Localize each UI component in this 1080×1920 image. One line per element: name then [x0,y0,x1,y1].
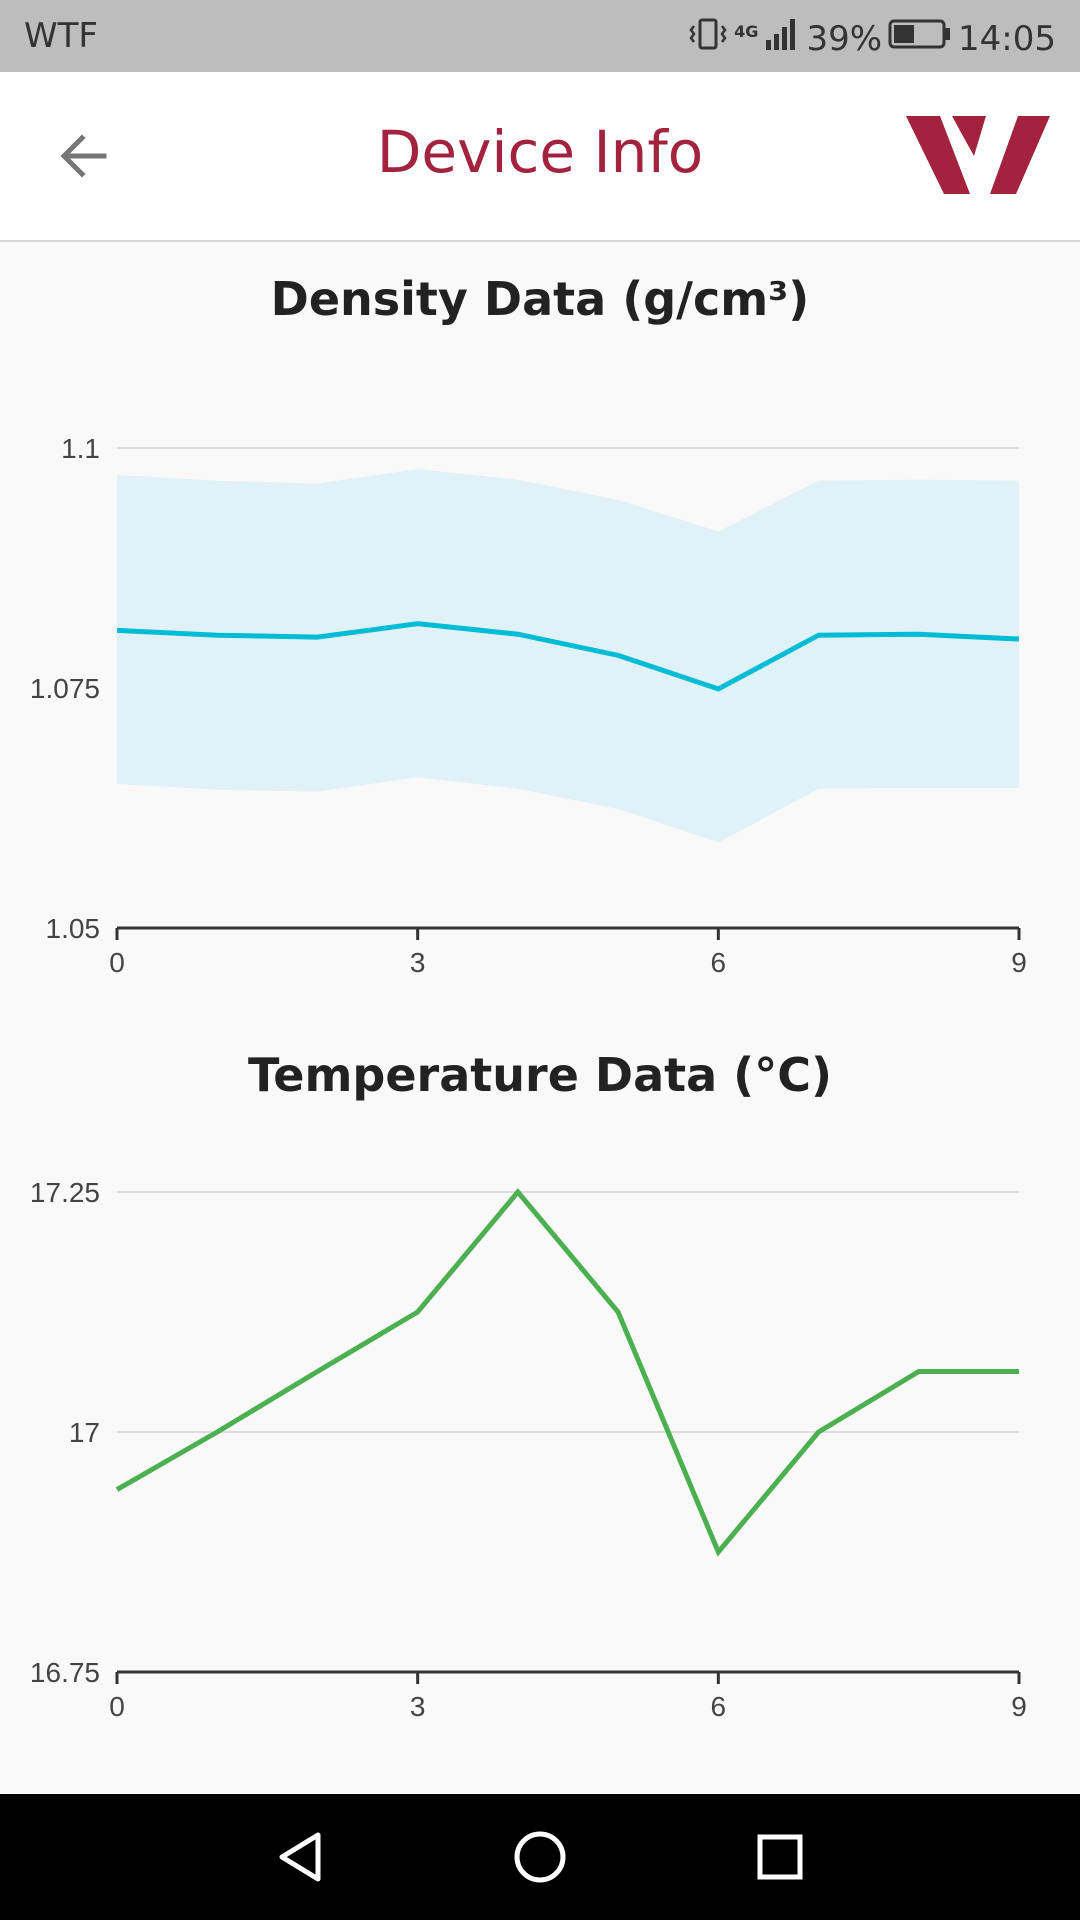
nav-home-button[interactable] [490,1807,590,1907]
temperature-y-tick-label: 17.25 [30,1177,100,1208]
temperature-y-tick-label: 16.75 [30,1657,100,1688]
back-button[interactable] [44,116,124,196]
square-recents-icon [757,1834,803,1880]
nav-recents-button[interactable] [730,1807,830,1907]
density-x-tick-label: 9 [1011,947,1027,978]
app-bar: Device Info [0,72,1080,242]
temperature-x-tick-label: 6 [711,1691,727,1722]
nav-back-button[interactable] [250,1807,350,1907]
triangle-back-icon [279,1832,321,1882]
temperature-series-line [115,1188,1019,1557]
density-y-tick-label: 1.075 [30,673,100,704]
temperature-x-tick-label: 9 [1011,1691,1027,1722]
status-bar: WTF 4G 39% 14:05 [0,0,1080,72]
battery-percent: 39% [806,18,883,59]
signal-icon [764,16,800,61]
carrier-name: WTF [24,16,98,56]
system-nav-bar [0,1794,1080,1920]
company-logo [906,116,1050,196]
status-icons: 4G 39% 14:05 [682,14,1056,63]
network-type-label: 4G [734,22,759,41]
arrow-left-icon [60,134,107,178]
circle-home-icon [514,1831,566,1883]
density-x-tick-label: 0 [109,947,125,978]
density-chart-title: Density Data (g/cm³) [270,272,810,326]
temperature-y-tick-label: 17 [69,1417,100,1448]
density-range-band [117,469,1019,843]
temperature-chart-title: Temperature Data (°C) [248,1048,832,1102]
battery-icon [888,17,952,60]
temperature-x-tick-label: 3 [410,1691,426,1722]
temperature-chart: 16.75 17 17.25 0 3 6 9 [30,1177,1027,1722]
density-y-tick-label: 1.05 [46,913,101,944]
temperature-x-tick-label: 0 [109,1691,125,1722]
density-chart: 1.05 1.075 1.1 0 3 6 9 [30,433,1027,978]
page-title: Device Info [376,118,704,186]
density-series-line [116,621,1020,692]
density-x-tick-label: 6 [711,947,727,978]
vibrate-icon [688,14,728,63]
density-y-tick-label: 1.1 [61,433,100,464]
clock: 14:05 [958,18,1056,59]
density-x-tick-label: 3 [410,947,426,978]
